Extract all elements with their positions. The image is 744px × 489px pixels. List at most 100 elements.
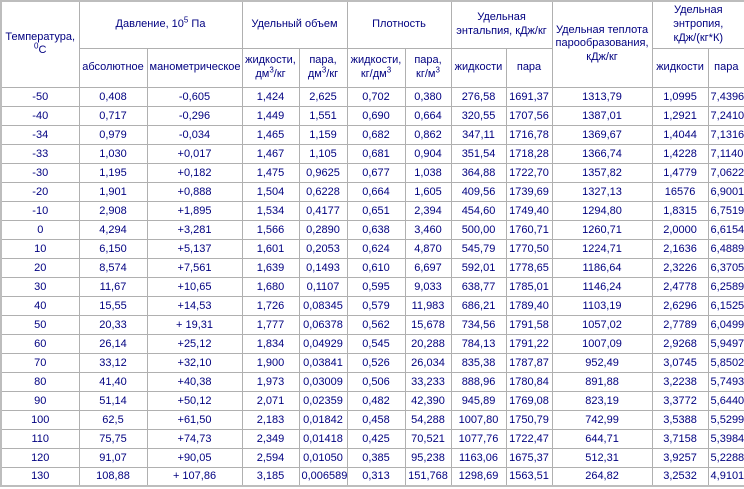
cell-entropy-vapor: 7,1140 <box>707 143 744 164</box>
header-specific-volume-group: Удельный объем <box>241 0 348 49</box>
cell-temperature: 130 <box>0 466 80 487</box>
cell-density-liquid: 0,651 <box>346 200 406 221</box>
table-row: 110 75,75 +74,73 2,349 0,01418 0,425 70,521 107… <box>0 428 744 449</box>
cell-pressure-absolute: 41,40 <box>78 371 148 392</box>
header-density-vapor: пара, кг/м3 <box>404 47 452 88</box>
cell-heat-of-vaporization: 264,82 <box>551 466 653 487</box>
cell-density-liquid: 0,664 <box>346 181 406 202</box>
cell-entropy-liquid: 3,0745 <box>651 352 709 373</box>
header-volume-vapor-label: пара, <box>309 53 337 66</box>
cell-enthalpy-vapor: 1787,87 <box>505 352 553 373</box>
cell-temperature: 30 <box>0 276 80 297</box>
cell-enthalpy-vapor: 1770,50 <box>505 238 553 259</box>
cell-volume-vapor: 1,105 <box>298 143 348 164</box>
cell-enthalpy-vapor: 1563,51 <box>505 466 553 487</box>
table-header: Температура, 0С Давление, 105 Па Удельны… <box>0 0 744 88</box>
cell-pressure-absolute: 6,150 <box>78 238 148 259</box>
cell-pressure-gauge: +90,05 <box>146 447 243 468</box>
cell-entropy-liquid: 1,0995 <box>651 86 709 107</box>
cell-entropy-vapor: 6,2589 <box>707 276 744 297</box>
cell-pressure-gauge: +40,38 <box>146 371 243 392</box>
cell-entropy-vapor: 6,3705 <box>707 257 744 278</box>
cell-pressure-gauge: +3,281 <box>146 219 243 240</box>
cell-density-liquid: 0,595 <box>346 276 406 297</box>
cell-volume-vapor: 0,1107 <box>298 276 348 297</box>
cell-enthalpy-vapor: 1791,22 <box>505 333 553 354</box>
cell-volume-liquid: 2,183 <box>241 409 300 430</box>
cell-enthalpy-liquid: 734,56 <box>450 314 507 335</box>
cell-density-liquid: 0,385 <box>346 447 406 468</box>
cell-temperature: 10 <box>0 238 80 259</box>
table-row: 90 51,14 +50,12 2,071 0,02359 0,482 42,390 945,… <box>0 390 744 411</box>
cell-volume-vapor: 0,08345 <box>298 295 348 316</box>
cell-entropy-liquid: 1,2921 <box>651 105 709 126</box>
cell-enthalpy-liquid: 351,54 <box>450 143 507 164</box>
cell-pressure-absolute: 75,75 <box>78 428 148 449</box>
cell-pressure-gauge: +0,182 <box>146 162 243 183</box>
cell-temperature: 50 <box>0 314 80 335</box>
cell-enthalpy-liquid: 592,01 <box>450 257 507 278</box>
cell-heat-of-vaporization: 1313,79 <box>551 86 653 107</box>
table-row: -50 0,408 -0,605 1,424 2,625 0,702 0,380 276,58… <box>0 86 744 107</box>
cell-entropy-liquid: 1,4228 <box>651 143 709 164</box>
cell-entropy-liquid: 3,7158 <box>651 428 709 449</box>
cell-enthalpy-liquid: 1298,69 <box>450 466 507 487</box>
cell-heat-of-vaporization: 1146,24 <box>551 276 653 297</box>
cell-density-vapor: 0,862 <box>404 124 452 145</box>
cell-pressure-gauge: + 107,86 <box>146 466 243 487</box>
cell-entropy-vapor: 5,6440 <box>707 390 744 411</box>
cell-pressure-absolute: 1,030 <box>78 143 148 164</box>
cell-temperature: 120 <box>0 447 80 468</box>
cell-density-liquid: 0,425 <box>346 428 406 449</box>
cell-density-vapor: 70,521 <box>404 428 452 449</box>
cell-density-liquid: 0,610 <box>346 257 406 278</box>
cell-heat-of-vaporization: 1007,09 <box>551 333 653 354</box>
cell-density-liquid: 0,677 <box>346 162 406 183</box>
cell-enthalpy-liquid: 320,55 <box>450 105 507 126</box>
cell-pressure-gauge: +0,017 <box>146 143 243 164</box>
cell-pressure-gauge: +32,10 <box>146 352 243 373</box>
cell-pressure-gauge: +1,895 <box>146 200 243 221</box>
cell-enthalpy-vapor: 1707,56 <box>505 105 553 126</box>
cell-heat-of-vaporization: 1260,71 <box>551 219 653 240</box>
cell-entropy-liquid: 1,4779 <box>651 162 709 183</box>
header-density-group: Плотность <box>346 0 452 49</box>
cell-pressure-absolute: 11,67 <box>78 276 148 297</box>
cell-pressure-gauge: -0,034 <box>146 124 243 145</box>
cell-entropy-vapor: 5,3984 <box>707 428 744 449</box>
cell-volume-liquid: 1,566 <box>241 219 300 240</box>
cell-volume-vapor: 0,03841 <box>298 352 348 373</box>
cell-pressure-gauge: +74,73 <box>146 428 243 449</box>
cell-temperature: 100 <box>0 409 80 430</box>
cell-entropy-vapor: 7,1316 <box>707 124 744 145</box>
cell-volume-vapor: 0,2053 <box>298 238 348 259</box>
table-row: 10 6,150 +5,137 1,601 0,2053 0,624 4,870 545,79… <box>0 238 744 259</box>
cell-pressure-absolute: 91,07 <box>78 447 148 468</box>
cell-density-vapor: 26,034 <box>404 352 452 373</box>
cell-entropy-liquid: 3,2532 <box>651 466 709 487</box>
cell-volume-liquid: 1,726 <box>241 295 300 316</box>
header-volume-liquid-exponent: 3 <box>269 64 274 74</box>
cell-temperature: -40 <box>0 105 80 126</box>
header-density-vapor-exponent: 3 <box>435 64 440 74</box>
cell-pressure-absolute: 2,908 <box>78 200 148 221</box>
cell-temperature: 70 <box>0 352 80 373</box>
cell-volume-vapor: 0,01418 <box>298 428 348 449</box>
table-row: 80 41,40 +40,38 1,973 0,03009 0,506 33,233 888,… <box>0 371 744 392</box>
table-row: 100 62,5 +61,50 2,183 0,01842 0,458 54,288 1007… <box>0 409 744 430</box>
cell-enthalpy-liquid: 638,77 <box>450 276 507 297</box>
cell-temperature: -20 <box>0 181 80 202</box>
cell-volume-liquid: 1,465 <box>241 124 300 145</box>
cell-density-liquid: 0,526 <box>346 352 406 373</box>
cell-enthalpy-vapor: 1722,70 <box>505 162 553 183</box>
header-volume-vapor-exponent: 3 <box>321 64 327 74</box>
cell-heat-of-vaporization: 1357,82 <box>551 162 653 183</box>
table-row: 30 11,67 +10,65 1,680 0,1107 0,595 9,033 638,77… <box>0 276 744 297</box>
cell-density-vapor: 95,238 <box>404 447 452 468</box>
cell-heat-of-vaporization: 1186,64 <box>551 257 653 278</box>
cell-volume-liquid: 1,834 <box>241 333 300 354</box>
header-pressure-exponent: 5 <box>183 15 189 25</box>
cell-density-liquid: 0,702 <box>346 86 406 107</box>
cell-entropy-vapor: 5,2288 <box>707 447 744 468</box>
cell-entropy-liquid: 2,4778 <box>651 276 709 297</box>
